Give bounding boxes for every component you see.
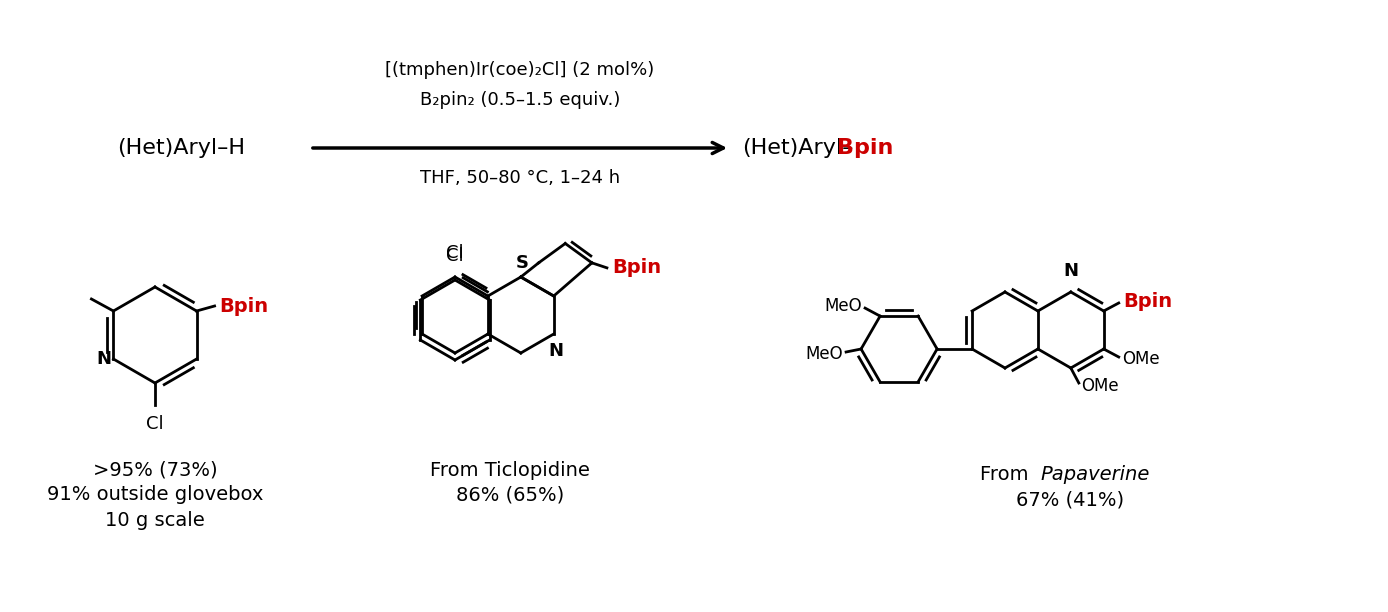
Text: >95% (73%): >95% (73%) xyxy=(93,460,218,479)
Text: From: From xyxy=(980,466,1035,485)
Text: (Het)Aryl–H: (Het)Aryl–H xyxy=(117,138,246,158)
Text: Cl: Cl xyxy=(446,247,464,265)
Text: From Ticlopidine: From Ticlopidine xyxy=(430,460,590,479)
Text: Bpin: Bpin xyxy=(1124,291,1173,310)
Text: Papaverine: Papaverine xyxy=(1040,466,1149,485)
Text: MeO: MeO xyxy=(824,297,862,315)
Text: 91% outside glovebox: 91% outside glovebox xyxy=(47,485,264,504)
Text: (Het)Aryl–: (Het)Aryl– xyxy=(743,138,854,158)
Text: N: N xyxy=(96,350,111,368)
Text: THF, 50–80 °C, 1–24 h: THF, 50–80 °C, 1–24 h xyxy=(421,169,620,187)
Text: Bpin: Bpin xyxy=(837,138,894,158)
Text: N: N xyxy=(1063,262,1078,280)
Text: S: S xyxy=(516,254,529,272)
Text: 67% (41%): 67% (41%) xyxy=(1016,490,1124,510)
Text: OMe: OMe xyxy=(1081,377,1119,395)
Text: Bpin: Bpin xyxy=(219,296,269,316)
Text: 86% (65%): 86% (65%) xyxy=(455,485,564,504)
Text: Cl: Cl xyxy=(446,244,464,262)
Text: Cl: Cl xyxy=(146,415,164,433)
Text: B₂pin₂ (0.5–1.5 equiv.): B₂pin₂ (0.5–1.5 equiv.) xyxy=(419,91,620,109)
Text: Bpin: Bpin xyxy=(612,258,661,277)
Text: OMe: OMe xyxy=(1122,350,1159,368)
Text: MeO: MeO xyxy=(805,345,843,363)
Text: N: N xyxy=(548,342,564,360)
Text: 10 g scale: 10 g scale xyxy=(105,510,205,529)
Text: [(tmphen)Ir(coe)₂Cl] (2 mol%): [(tmphen)Ir(coe)₂Cl] (2 mol%) xyxy=(386,61,655,79)
